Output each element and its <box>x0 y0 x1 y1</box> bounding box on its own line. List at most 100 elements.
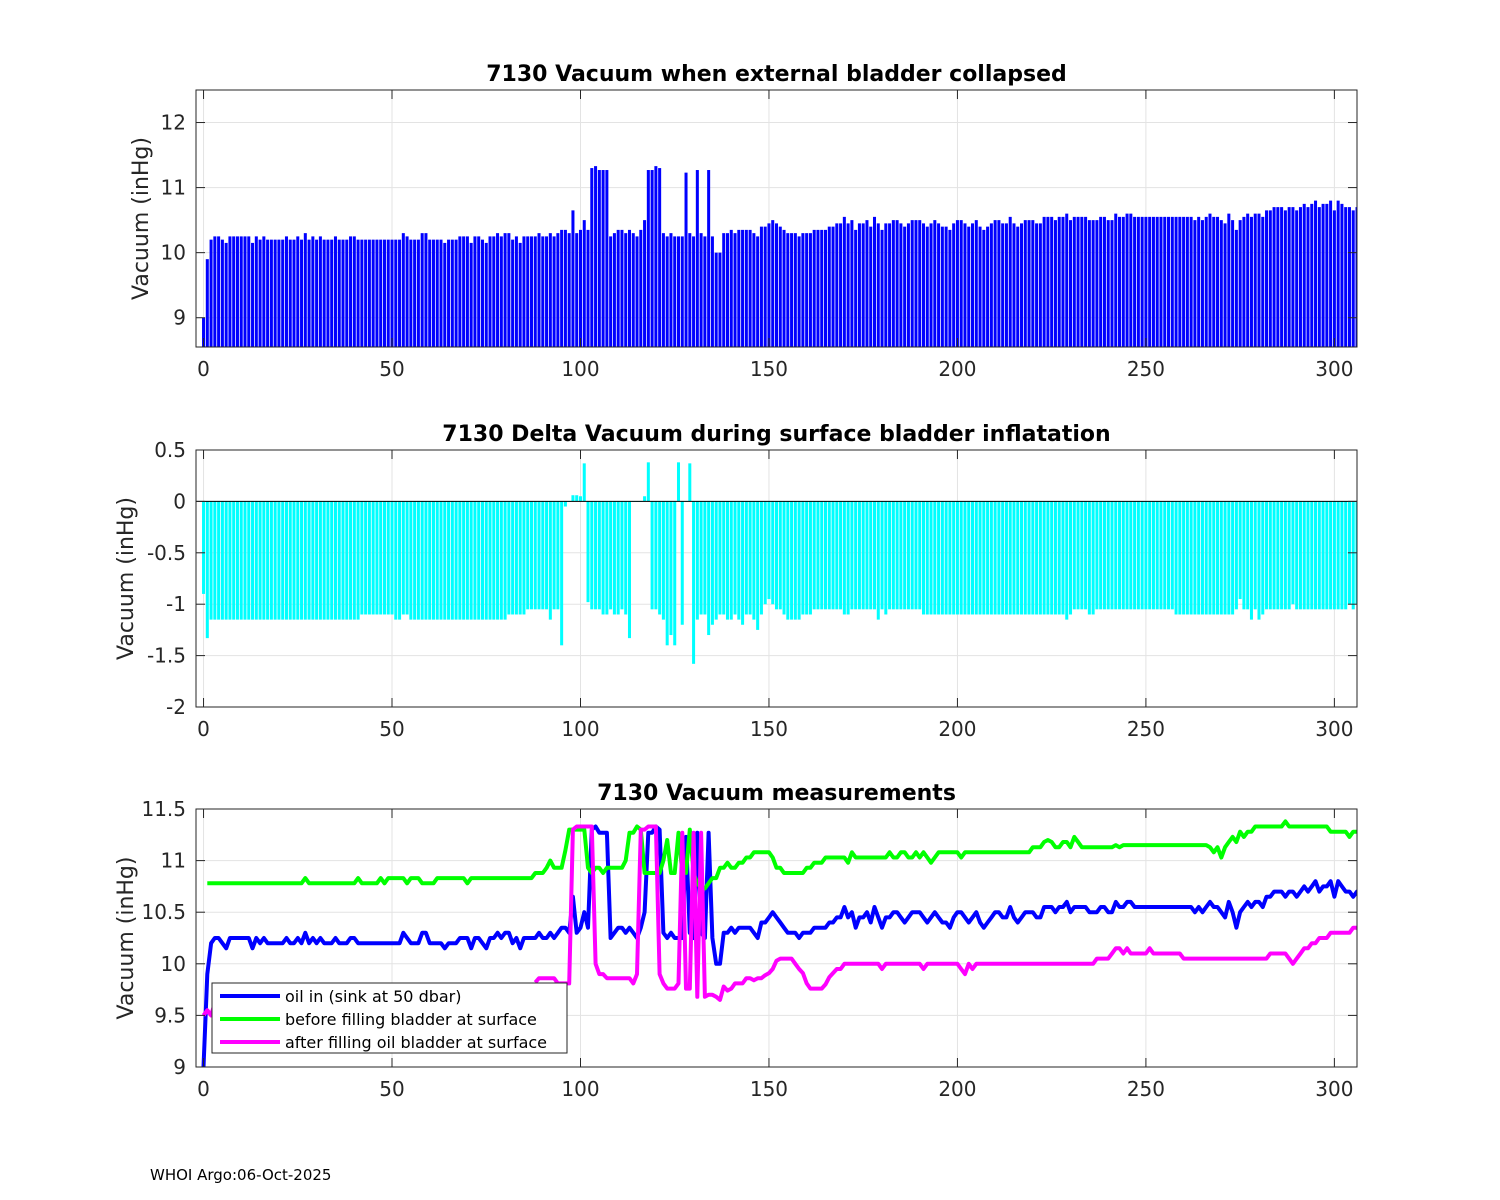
bar <box>805 501 809 615</box>
bar <box>1393 210 1396 347</box>
y-tick-label: -2 <box>166 695 186 719</box>
bar <box>1382 501 1385 614</box>
bar <box>707 170 711 347</box>
bar <box>654 501 658 610</box>
bar <box>1238 220 1242 347</box>
bar <box>277 501 281 620</box>
bar <box>1031 501 1035 615</box>
bar <box>239 236 243 347</box>
legend: oil in (sink at 50 dbar) before filling b… <box>211 982 568 1054</box>
x-tick-label: 0 <box>197 357 210 381</box>
y-tick-label: 0.5 <box>154 438 186 462</box>
bar <box>1069 220 1073 347</box>
bar <box>326 239 330 347</box>
bar <box>635 236 639 347</box>
bar <box>326 501 330 620</box>
bar <box>771 501 775 605</box>
bar <box>906 501 910 610</box>
bar <box>1336 200 1340 347</box>
bar <box>759 226 763 347</box>
bar <box>394 501 398 620</box>
bar <box>450 239 454 347</box>
bar <box>1193 501 1197 615</box>
chart-title: 7130 Vacuum when external bladder collap… <box>486 62 1067 87</box>
bar <box>823 229 828 347</box>
bar <box>1340 203 1344 347</box>
bar <box>1344 207 1348 347</box>
bar <box>899 223 903 347</box>
bar <box>1265 501 1269 610</box>
bar <box>1106 220 1110 347</box>
bar <box>1283 210 1287 347</box>
bar <box>737 501 741 620</box>
bar <box>1016 501 1020 615</box>
bar <box>948 501 952 615</box>
bar <box>631 233 635 347</box>
bar <box>1420 501 1423 596</box>
bar <box>545 501 549 610</box>
chart-title: 7130 Vacuum measurements <box>597 781 956 806</box>
bar <box>707 501 711 636</box>
bar <box>496 233 500 347</box>
bar <box>955 501 959 615</box>
bar <box>254 501 258 620</box>
bar <box>944 501 948 615</box>
bar <box>925 226 929 347</box>
bar <box>741 229 745 347</box>
bar <box>349 236 353 347</box>
bar <box>1001 223 1005 347</box>
bar <box>1125 501 1129 610</box>
bar <box>300 239 304 347</box>
bar <box>831 501 835 610</box>
bar <box>578 229 582 347</box>
bar <box>345 501 349 620</box>
bar <box>1359 501 1362 609</box>
bar <box>786 233 790 347</box>
bar <box>782 229 786 347</box>
bar <box>918 220 922 347</box>
bar <box>986 226 990 347</box>
bar <box>1412 207 1415 347</box>
bar <box>1020 223 1024 347</box>
bar <box>398 501 402 620</box>
bar <box>756 501 760 630</box>
bar <box>1317 501 1321 610</box>
bar <box>1035 223 1039 347</box>
bar <box>839 501 843 610</box>
bar <box>793 233 797 347</box>
bar <box>756 236 760 347</box>
bar <box>1329 200 1333 347</box>
bar <box>435 239 439 347</box>
bar <box>514 236 518 347</box>
bar <box>537 501 541 610</box>
bar <box>465 501 469 620</box>
bar <box>488 501 492 620</box>
bar <box>1038 501 1042 615</box>
x-tick-label: 50 <box>379 717 404 741</box>
bar <box>1035 501 1039 615</box>
x-tick-label: 300 <box>1315 1077 1353 1101</box>
bar <box>458 501 462 620</box>
bar <box>1042 216 1046 347</box>
bar <box>1404 501 1407 609</box>
bar <box>918 501 922 610</box>
bar <box>1050 501 1054 615</box>
bar <box>590 501 594 610</box>
x-tick-label: 150 <box>750 1077 788 1101</box>
bar <box>1061 216 1065 347</box>
bar <box>790 233 794 347</box>
bar <box>594 166 598 347</box>
bar <box>401 233 405 347</box>
bar <box>1144 216 1148 347</box>
bar <box>224 501 228 620</box>
bar <box>269 501 273 620</box>
bar <box>563 501 567 507</box>
bar <box>220 239 224 347</box>
bar <box>499 501 503 620</box>
bar <box>872 216 877 347</box>
bar <box>586 501 590 603</box>
bar <box>420 233 424 347</box>
bar <box>349 501 353 620</box>
bar <box>1355 207 1357 347</box>
bar <box>431 239 435 347</box>
